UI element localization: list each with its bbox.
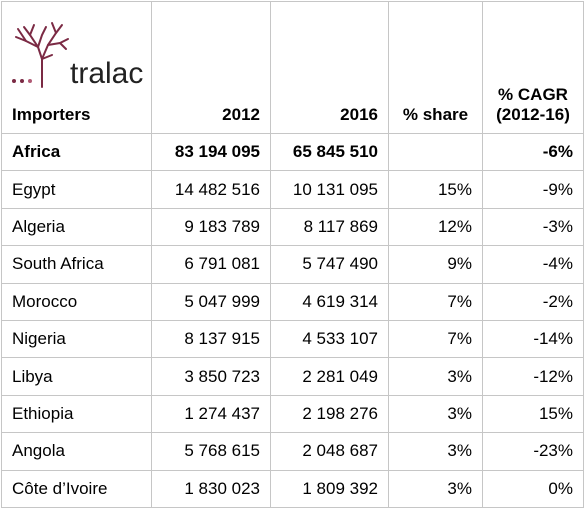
table-row: Angola 5 768 615 2 048 687 3% -23% — [1, 432, 584, 471]
share-cell: 15% — [388, 170, 483, 209]
value-2012-cell: 9 183 789 — [151, 207, 271, 247]
value-2016-cell: 4 533 107 — [270, 319, 389, 359]
table-row: Africa 83 194 095 65 845 510 -6% — [1, 132, 584, 172]
share-cell: 3% — [388, 432, 483, 471]
header-cagr: % CAGR (2012-16) — [482, 1, 584, 134]
country-cell: Ethiopia — [1, 394, 152, 434]
value-2016-cell: 8 117 869 — [270, 207, 389, 247]
value-2016-cell: 10 131 095 — [270, 170, 389, 209]
cagr-cell: -23% — [482, 432, 584, 471]
table-row: Morocco 5 047 999 4 619 314 7% -2% — [1, 282, 584, 321]
country-cell: Côte d’Ivoire — [1, 469, 152, 508]
cagr-cell: 15% — [482, 394, 584, 434]
table-row: Libya 3 850 723 2 281 049 3% -12% — [1, 357, 584, 396]
value-2012-cell: 3 850 723 — [151, 357, 271, 396]
value-2012-cell: 83 194 095 — [151, 132, 271, 172]
cagr-cell: -3% — [482, 207, 584, 247]
value-2012-cell: 6 791 081 — [151, 245, 271, 284]
header-row: tralac Importers 2012 2016 % share % CAG… — [1, 1, 584, 134]
table-row: Nigeria 8 137 915 4 533 107 7% -14% — [1, 319, 584, 359]
logo: tralac Importers — [12, 13, 144, 125]
country-cell: Libya — [1, 357, 152, 396]
country-cell: Angola — [1, 432, 152, 471]
table-row: Egypt 14 482 516 10 131 095 15% -9% — [1, 170, 584, 209]
value-2012-cell: 5 047 999 — [151, 282, 271, 321]
cagr-cell: -2% — [482, 282, 584, 321]
value-2012-cell: 8 137 915 — [151, 319, 271, 359]
value-2016-cell: 2 281 049 — [270, 357, 389, 396]
value-2016-cell: 65 845 510 — [270, 132, 389, 172]
share-cell — [388, 132, 483, 172]
header-2012: 2012 — [151, 1, 271, 134]
cagr-cell: -12% — [482, 357, 584, 396]
value-2012-cell: 14 482 516 — [151, 170, 271, 209]
cagr-cell: -14% — [482, 319, 584, 359]
share-cell: 3% — [388, 394, 483, 434]
share-cell: 12% — [388, 207, 483, 247]
country-cell: Morocco — [1, 282, 152, 321]
header-cagr-line2: (2012-16) — [496, 105, 570, 124]
value-2012-cell: 5 768 615 — [151, 432, 271, 471]
share-cell: 9% — [388, 245, 483, 284]
cagr-cell: 0% — [482, 469, 584, 508]
cagr-cell: -4% — [482, 245, 584, 284]
country-cell: Egypt — [1, 170, 152, 209]
value-2016-cell: 1 809 392 — [270, 469, 389, 508]
importers-header-cell: tralac Importers — [1, 1, 152, 134]
value-2016-cell: 4 619 314 — [270, 282, 389, 321]
table-row: Côte d’Ivoire 1 830 023 1 809 392 3% 0% — [1, 469, 584, 508]
country-cell: Nigeria — [1, 319, 152, 359]
table-row: Ethiopia 1 274 437 2 198 276 3% 15% — [1, 394, 584, 434]
value-2016-cell: 5 747 490 — [270, 245, 389, 284]
table-row: South Africa 6 791 081 5 747 490 9% -4% — [1, 245, 584, 284]
country-cell: Africa — [1, 132, 152, 172]
value-2012-cell: 1 830 023 — [151, 469, 271, 508]
cagr-cell: -9% — [482, 170, 584, 209]
share-cell: 7% — [388, 282, 483, 321]
header-share: % share — [388, 1, 483, 134]
tree-icon — [12, 22, 69, 88]
importers-header: Importers — [12, 105, 91, 124]
country-cell: South Africa — [1, 245, 152, 284]
header-cagr-line1: % CAGR — [498, 85, 568, 104]
value-2012-cell: 1 274 437 — [151, 394, 271, 434]
share-cell: 3% — [388, 469, 483, 508]
share-cell: 7% — [388, 319, 483, 359]
country-cell: Algeria — [1, 207, 152, 247]
table-row: Algeria 9 183 789 8 117 869 12% -3% — [1, 207, 584, 247]
logo-text: tralac — [70, 57, 144, 90]
header-2016: 2016 — [270, 1, 389, 134]
value-2016-cell: 2 198 276 — [270, 394, 389, 434]
share-cell: 3% — [388, 357, 483, 396]
cagr-cell: -6% — [482, 132, 584, 172]
value-2016-cell: 2 048 687 — [270, 432, 389, 471]
